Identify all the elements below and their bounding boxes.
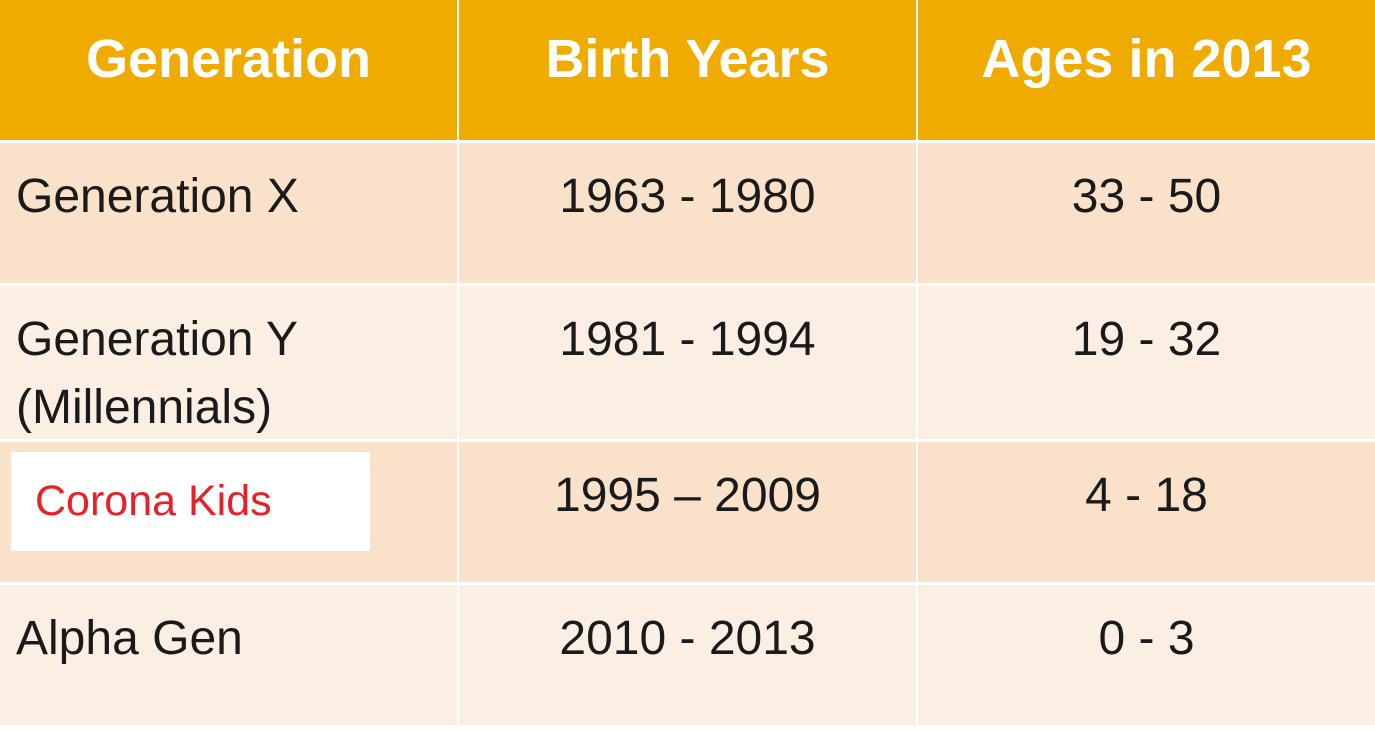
- generation-name-line2: (Millennials): [16, 381, 273, 434]
- table-cell-generation: Alpha Gen: [0, 585, 457, 725]
- header-generation-label: Generation: [85, 29, 372, 89]
- header-ages: Ages in 2013: [918, 0, 1375, 140]
- ages-value: 19 - 32: [1071, 313, 1222, 366]
- ages-value: 0 - 3: [1098, 612, 1195, 665]
- header-birth-years-label: Birth Years: [545, 29, 830, 89]
- birth-years-value: 1963 - 1980: [559, 170, 816, 223]
- birth-years-value: 2010 - 2013: [559, 612, 816, 665]
- ages-value: 33 - 50: [1071, 170, 1222, 223]
- highlight-label-box: Corona Kids: [11, 452, 370, 551]
- table-cell-birth-years: 1995 – 2009: [459, 442, 916, 582]
- header-generation: Generation: [0, 0, 457, 140]
- generation-name: Generation X: [16, 170, 299, 223]
- table-cell-birth-years: 2010 - 2013: [459, 585, 916, 725]
- generation-name: Corona Kids: [35, 477, 272, 525]
- table-cell-generation: Corona Kids: [0, 442, 457, 582]
- header-ages-label: Ages in 2013: [981, 29, 1312, 89]
- table-cell-birth-years: 1963 - 1980: [459, 143, 916, 283]
- table-cell-ages: 0 - 3: [918, 585, 1375, 725]
- generation-name: Generation Y: [16, 313, 298, 366]
- birth-years-value: 1995 – 2009: [554, 469, 821, 522]
- ages-value: 4 - 18: [1085, 469, 1208, 522]
- table-cell-birth-years: 1981 - 1994: [459, 286, 916, 439]
- generation-name: Alpha Gen: [16, 612, 243, 665]
- table-cell-ages: 4 - 18: [918, 442, 1375, 582]
- table-cell-generation: Generation X: [0, 143, 457, 283]
- table-cell-generation: Generation Y (Millennials): [0, 286, 457, 439]
- birth-years-value: 1981 - 1994: [559, 313, 816, 366]
- table-cell-ages: 19 - 32: [918, 286, 1375, 439]
- header-birth-years: Birth Years: [459, 0, 916, 140]
- table-cell-ages: 33 - 50: [918, 143, 1375, 283]
